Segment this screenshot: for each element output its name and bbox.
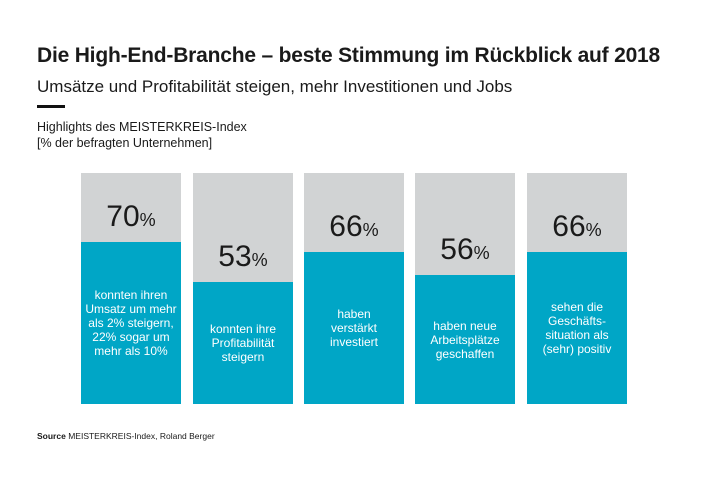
bar-description: sehen die Geschäfts- situation als (sehr…	[542, 300, 612, 356]
bar-value-label: 66%	[527, 212, 627, 242]
source-text: MEISTERKREIS-Index, Roland Berger	[68, 431, 215, 441]
highlights-title: Highlights des MEISTERKREIS-Index	[37, 120, 247, 134]
bar-value-label: 66%	[304, 212, 404, 242]
bar-fill: sehen die Geschäfts- situation als (sehr…	[527, 252, 627, 404]
bar-column: konnten ihre Profitabilität steigern 53%	[193, 173, 293, 404]
bar-value-unit: %	[362, 220, 379, 240]
bar-description: konnten ihre Profitabilität steigern	[209, 322, 277, 364]
bar-fill: haben verstärkt investiert	[304, 252, 404, 404]
bar-description: haben verstärkt investiert	[329, 307, 379, 349]
bar-value-number: 66	[552, 210, 586, 243]
source-label: Source	[37, 431, 66, 441]
bar-value-number: 70	[106, 200, 140, 233]
bar-value-label: 53%	[193, 242, 293, 272]
bar-column: haben neue Arbeitsplätze geschaffen 56%	[415, 173, 515, 404]
bar-value-label: 70%	[81, 202, 181, 232]
bar-value-number: 53	[218, 240, 252, 273]
bar-value-unit: %	[585, 220, 602, 240]
bar-fill: konnten ihre Profitabilität steigern	[193, 282, 293, 404]
bar-column: sehen die Geschäfts- situation als (sehr…	[527, 173, 627, 404]
bar-fill: konnten ihren Umsatz um mehr als 2% stei…	[81, 242, 181, 404]
bar-column: haben verstärkt investiert 66%	[304, 173, 404, 404]
highlights-unit: [% der befragten Unternehmen]	[37, 136, 213, 150]
source-note: Source MEISTERKREIS-Index, Roland Berger	[37, 431, 215, 441]
bar-value-unit: %	[251, 250, 268, 270]
bar-fill: haben neue Arbeitsplätze geschaffen	[415, 275, 515, 404]
bar-value-number: 66	[329, 210, 363, 243]
page-title: Die High-End-Branche – beste Stimmung im…	[37, 44, 661, 67]
bar-value-label: 56%	[415, 235, 515, 265]
bar-column: konnten ihren Umsatz um mehr als 2% stei…	[81, 173, 181, 404]
bar-description: haben neue Arbeitsplätze geschaffen	[430, 318, 500, 361]
bar-value-unit: %	[139, 210, 156, 230]
bar-value-unit: %	[473, 243, 490, 263]
bar-description: konnten ihren Umsatz um mehr als 2% stei…	[85, 288, 177, 358]
page-subtitle: Umsätze und Profitabilität steigen, mehr…	[37, 77, 513, 96]
divider	[37, 105, 65, 108]
bar-value-number: 56	[440, 233, 474, 266]
